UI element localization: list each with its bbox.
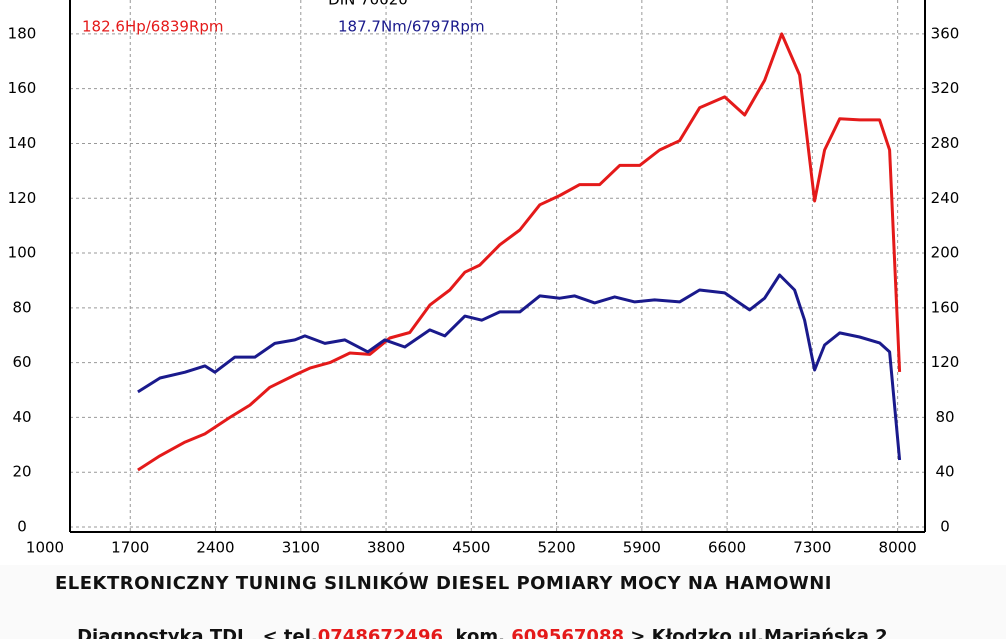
series-line	[137, 273, 902, 461]
y-tick-label: 80	[12, 298, 31, 316]
y2-tick-label: 120	[931, 353, 960, 371]
x-tick-label: 6600	[708, 539, 746, 557]
address: > Kłodzko ul.Mariańska 2	[630, 626, 888, 639]
footer-contact: Diagnostyka TDI < tel.0748672496 kom. 60…	[52, 605, 888, 639]
y2-tick-label: 0	[940, 518, 950, 536]
y-tick-label: 100	[8, 244, 37, 262]
y2-tick-label: 40	[935, 463, 954, 481]
y2-tick-label: 240	[931, 189, 960, 207]
torque-annotation: 187.7Nm/6797Rpm	[338, 18, 485, 36]
footer-line: ELEKTRONICZNY TUNING SILNIKÓW DIESEL POM…	[55, 573, 833, 594]
power-annotation: 182.6Hp/6839Rpm	[82, 18, 224, 36]
kom-label: kom.	[455, 626, 505, 639]
x-tick-label: 8000	[879, 539, 917, 557]
y2-tick-label: 80	[935, 408, 954, 426]
tel: 0748672496	[317, 626, 443, 639]
tel-label: < tel.	[262, 626, 318, 639]
chart-title: DIN 70020	[328, 0, 408, 9]
y2-tick-label: 160	[931, 298, 960, 316]
company: Diagnostyka TDI	[77, 626, 244, 639]
x-tick-label: 3800	[367, 539, 405, 557]
kom: 609567088	[511, 626, 625, 639]
y-tick-label: 0	[17, 518, 27, 536]
x-tick-label: 1700	[111, 539, 149, 557]
x-tick-label: 2400	[196, 539, 234, 557]
x-tick-label: 3100	[282, 539, 320, 557]
y-tick-label: 140	[8, 134, 37, 152]
x-tick-label: 7300	[793, 539, 831, 557]
x-tick-label: 5900	[623, 539, 661, 557]
y2-tick-label: 200	[931, 244, 960, 262]
y2-tick-label: 360	[931, 24, 960, 42]
y-tick-label: 60	[12, 353, 31, 371]
y-tick-label: 40	[12, 408, 31, 426]
x-tick-label: 4500	[452, 539, 490, 557]
footer: ELEKTRONICZNY TUNING SILNIKÓW DIESEL POM…	[0, 565, 1006, 639]
y-tick-label: 120	[8, 189, 37, 207]
x-tick-label: 5200	[537, 539, 575, 557]
series-line	[137, 32, 902, 472]
y-tick-label: 20	[12, 463, 31, 481]
chart: 8000730066005900520045003800310024001700…	[8, 0, 960, 557]
y-tick-label: 180	[8, 24, 37, 42]
y2-tick-label: 280	[931, 134, 960, 152]
y2-tick-label: 320	[931, 79, 960, 97]
y-tick-label: 160	[8, 79, 37, 97]
x-tick-label: 1000	[26, 539, 64, 557]
